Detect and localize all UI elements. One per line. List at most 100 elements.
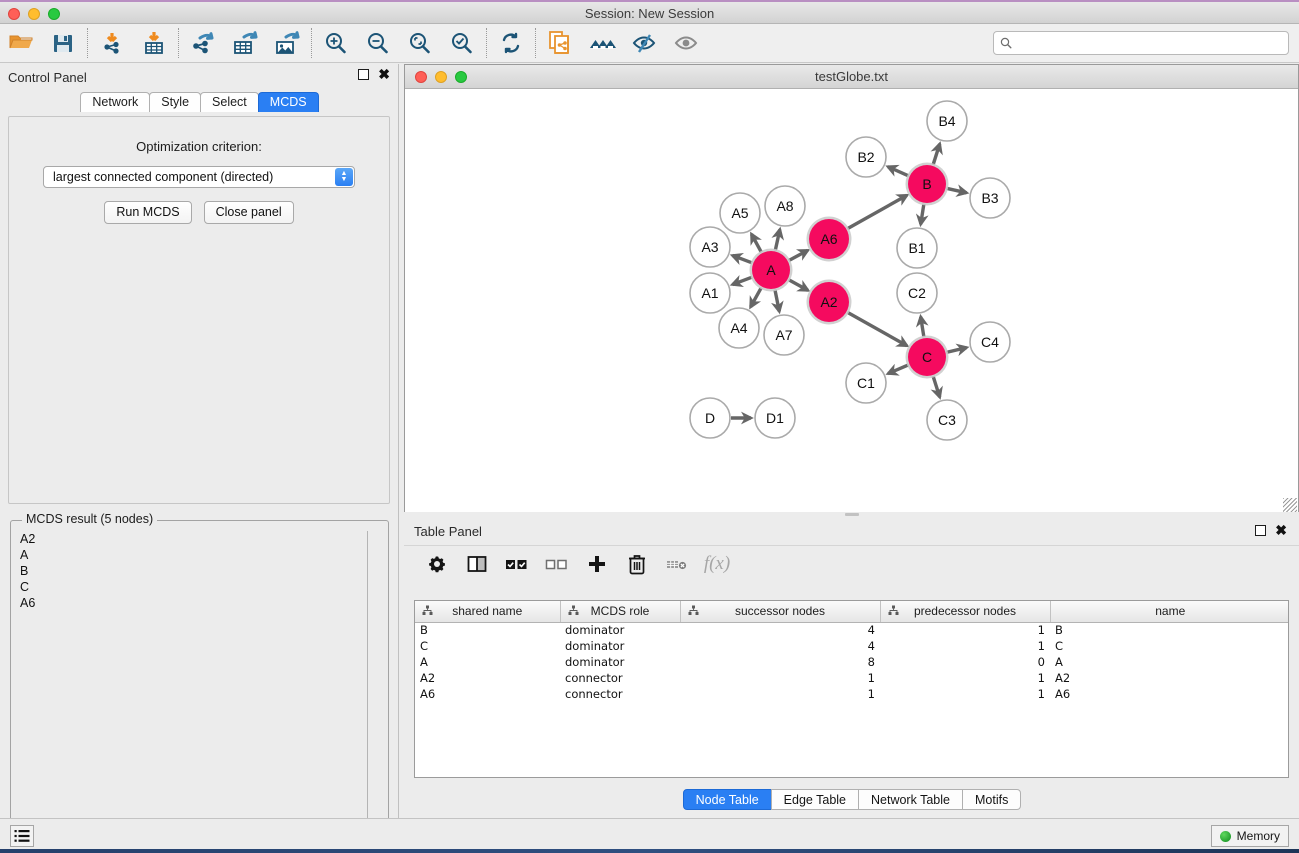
graph-edge[interactable] <box>946 184 970 197</box>
mcds-result-item[interactable]: A6 <box>20 596 36 610</box>
graph-node-circle[interactable] <box>896 227 938 269</box>
graph-node[interactable]: A7 <box>763 314 805 356</box>
graph-node[interactable]: D1 <box>754 397 796 439</box>
graph-node[interactable]: A2 <box>806 279 852 325</box>
column-header-mcds-role[interactable]: MCDS role <box>560 601 681 623</box>
graph-node-circle[interactable] <box>764 185 806 227</box>
window-zoom-button[interactable] <box>48 8 60 20</box>
graph-edge[interactable] <box>729 274 753 288</box>
graph-node[interactable]: A6 <box>806 216 852 262</box>
refresh-icon[interactable] <box>490 25 532 61</box>
tab-mcds[interactable]: MCDS <box>257 92 319 112</box>
export-network-icon[interactable] <box>182 25 224 61</box>
task-list-icon[interactable] <box>10 825 34 847</box>
network-canvas[interactable]: B4 B2 B B3 A5 A8 A6 A3 B1 A A1 A2 C2 A4 A7 C4 C C1 D D1 C3 <box>405 90 1298 513</box>
close-panel-button[interactable]: Close panel <box>203 201 294 224</box>
graph-node-circle[interactable] <box>926 399 968 441</box>
run-mcds-button[interactable]: Run MCDS <box>104 201 192 224</box>
network-minimize-button[interactable] <box>435 71 447 83</box>
table-panel-close-icon[interactable]: ✖ <box>1275 522 1287 538</box>
graph-edge[interactable] <box>846 193 910 231</box>
graph-node-circle[interactable] <box>718 307 760 349</box>
cell-successor-nodes[interactable]: 4 <box>867 639 875 653</box>
cell-shared-name[interactable]: A <box>420 655 428 669</box>
graph-edge[interactable] <box>930 141 943 166</box>
graph-edge[interactable] <box>787 278 811 292</box>
graph-node-circle[interactable] <box>689 397 731 439</box>
cell-name[interactable]: B <box>1055 623 1063 638</box>
tab-edge-table[interactable]: Edge Table <box>770 789 859 810</box>
tab-node-table[interactable]: Node Table <box>682 789 772 810</box>
graph-edge[interactable] <box>930 375 943 400</box>
cell-successor-nodes[interactable]: 1 <box>867 687 875 701</box>
delete-icon[interactable] <box>618 548 656 580</box>
graph-edge[interactable] <box>729 252 753 266</box>
window-close-button[interactable] <box>8 8 20 20</box>
cell-predecessor-nodes[interactable]: 0 <box>1037 655 1045 669</box>
network-close-button[interactable] <box>415 71 427 83</box>
graph-node-circle[interactable] <box>908 338 946 376</box>
import-network-icon[interactable] <box>91 25 133 61</box>
graph-node[interactable]: A1 <box>689 272 731 314</box>
search-input[interactable] <box>1017 35 1282 51</box>
cell-successor-nodes[interactable]: 4 <box>867 623 875 638</box>
cell-predecessor-nodes[interactable]: 1 <box>1037 639 1045 653</box>
network-graph[interactable]: B4 B2 B B3 A5 A8 A6 A3 B1 A A1 A2 C2 A4 A7 C4 C C1 D D1 C3 <box>405 90 1298 513</box>
graph-edge[interactable] <box>787 248 811 263</box>
control-panel-close-icon[interactable]: ✖ <box>378 66 390 82</box>
zoom-fit-icon[interactable] <box>399 25 441 61</box>
table-row[interactable]: A2 connector 1 1 A2 <box>415 670 1288 686</box>
mcds-result-item[interactable]: C <box>20 580 30 594</box>
export-image-icon[interactable] <box>266 25 308 61</box>
graph-edge[interactable] <box>946 343 970 357</box>
column-header-predecessor-nodes[interactable]: predecessor nodes <box>880 601 1051 623</box>
graph-node-circle[interactable] <box>752 251 790 289</box>
graph-node-circle[interactable] <box>908 165 946 203</box>
zoom-in-icon[interactable] <box>315 25 357 61</box>
graph-edge[interactable] <box>885 164 910 178</box>
cell-name[interactable]: C <box>1055 639 1064 653</box>
cell-predecessor-nodes[interactable]: 1 <box>1037 671 1045 685</box>
graph-node-circle[interactable] <box>754 397 796 439</box>
graph-node-circle[interactable] <box>809 282 849 322</box>
control-panel-float-icon[interactable] <box>358 69 370 80</box>
graph-edge[interactable] <box>915 203 929 228</box>
network-resize-grip[interactable] <box>1283 498 1297 512</box>
mcds-result-item[interactable]: B <box>20 564 29 578</box>
cell-shared-name[interactable]: B <box>420 623 428 638</box>
graph-edge[interactable] <box>749 286 763 310</box>
cell-successor-nodes[interactable]: 8 <box>867 655 875 669</box>
graph-edge[interactable] <box>846 310 910 348</box>
graph-node-circle[interactable] <box>969 321 1011 363</box>
graph-node-circle[interactable] <box>763 314 805 356</box>
cell-mcds-role[interactable]: connector <box>565 687 623 701</box>
graph-node[interactable]: B2 <box>845 136 887 178</box>
open-icon[interactable] <box>0 25 42 61</box>
cell-shared-name[interactable]: A2 <box>420 671 436 685</box>
column-header-name[interactable]: name <box>1050 601 1288 623</box>
graph-node[interactable]: C4 <box>969 321 1011 363</box>
graph-node[interactable]: C1 <box>845 362 887 404</box>
zoom-out-icon[interactable] <box>357 25 399 61</box>
graph-node-circle[interactable] <box>689 272 731 314</box>
graph-edge[interactable] <box>885 363 910 376</box>
graph-node-circle[interactable] <box>845 362 887 404</box>
graph-node[interactable]: D <box>689 397 731 439</box>
tab-select[interactable]: Select <box>200 92 259 112</box>
deselect-all-icon[interactable] <box>538 548 576 580</box>
table-row[interactable]: A6 connector 1 1 A6 <box>415 686 1288 702</box>
tab-network[interactable]: Network <box>80 92 151 112</box>
graph-node[interactable]: A8 <box>764 185 806 227</box>
save-icon[interactable] <box>42 25 84 61</box>
vertical-splitter[interactable] <box>404 512 1299 517</box>
memory-status-button[interactable]: Memory <box>1210 825 1289 847</box>
graph-node[interactable]: B1 <box>896 227 938 269</box>
graph-node-circle[interactable] <box>845 136 887 178</box>
graph-node-circle[interactable] <box>926 100 968 142</box>
tab-style[interactable]: Style <box>149 92 202 112</box>
cell-name[interactable]: A2 <box>1055 671 1071 685</box>
graph-node-circle[interactable] <box>689 226 731 268</box>
graph-node[interactable]: B4 <box>926 100 968 142</box>
